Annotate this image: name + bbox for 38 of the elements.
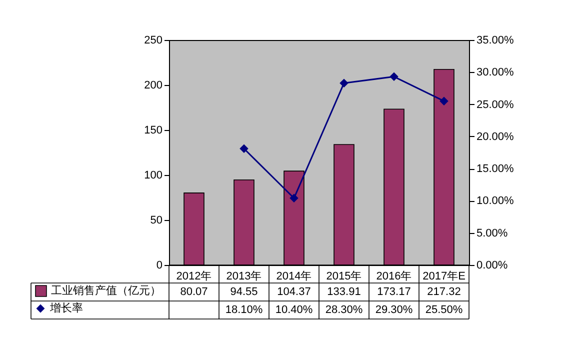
data-label: 104.37 [277,286,311,298]
data-label: 173.17 [377,286,411,298]
y-tick-label: 250 [144,34,162,46]
y2-tick-label: 10.00% [476,195,514,208]
legend-label: 增长率 [49,302,83,314]
y2-tick-label: 0.00% [476,260,508,272]
y-tick-label: 100 [144,170,162,182]
data-label: 28.30% [325,304,363,316]
x-tick-label: 2013年 [226,270,262,282]
data-label: 18.10% [225,304,263,316]
point [340,79,348,88]
y-tick-label: 50 [150,214,162,226]
y-tick-label: 150 [144,124,162,136]
y2-tick-label: 20.00% [476,130,514,143]
y-tick-label: 200 [144,80,162,92]
y2-tick-label: 30.00% [476,66,514,79]
x-tick-label: 2012年 [176,270,212,282]
legend-label: 工业销售产值（亿元） [51,284,161,297]
point [240,144,248,153]
x-tick-label: 2015年 [326,270,362,282]
data-label: 217.32 [427,286,461,298]
y2-tick-label: 15.00% [476,163,514,176]
y2-tick-label: 5.00% [476,227,508,240]
data-label: 94.55 [230,286,258,298]
data-label: 29.30% [375,304,413,316]
point [390,72,398,81]
x-tick-label: 2017年E [422,270,466,282]
data-label: 25.50% [425,304,463,316]
y2-tick-label: 35.00% [476,34,514,46]
data-label: 80.07 [180,286,208,298]
data-label: 10.40% [275,304,313,316]
x-tick-label: 2016年 [376,270,412,282]
y2-tick-label: 25.00% [476,98,514,111]
point [440,97,448,106]
y-tick-label: 0 [156,260,162,272]
point [290,194,298,202]
x-tick-label: 2014年 [276,270,312,282]
data-label: 133.91 [327,286,361,298]
